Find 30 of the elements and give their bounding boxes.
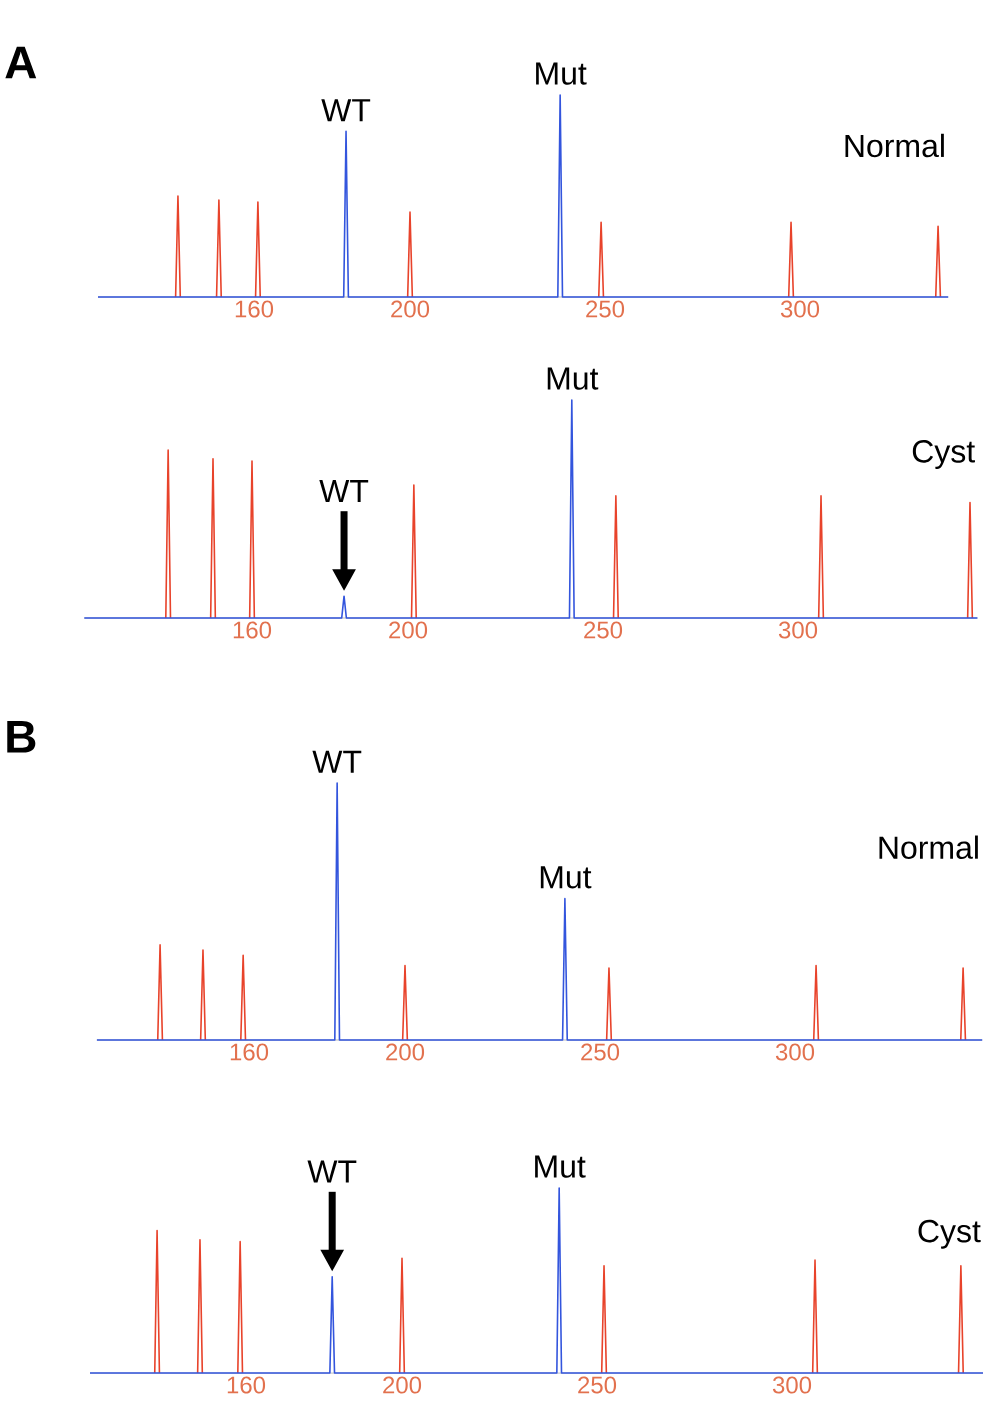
x-tick-label: 250 [584,621,623,639]
x-tick-label: 300 [775,1043,815,1061]
annotation: Cyst [912,440,975,469]
x-tick-label: 250 [586,300,625,318]
x-tick-label: 300 [778,621,818,639]
annotation: Mut [535,1155,586,1178]
annotation: Normal [845,133,944,158]
x-tick-label: 200 [391,300,430,318]
x-tick-label: 200 [389,621,428,639]
x-tick-label: 160 [227,1376,266,1394]
annotation: Normal [879,835,978,860]
annotation: Cyst [918,1219,981,1249]
x-tick-label: 160 [230,1043,269,1061]
chart-title: B [7,720,36,753]
annotation: Mut [547,367,599,390]
chart-title: A [5,46,37,79]
x-tick-label: 250 [581,1043,620,1061]
x-tick-label: 160 [233,621,272,639]
x-tick-label: 200 [383,1376,422,1394]
annotation: Mut [540,866,592,889]
annotation: WT [307,1160,357,1183]
x-tick-label: 300 [772,1376,812,1394]
x-tick-label: 300 [780,300,820,318]
annotation: Mut [536,62,587,85]
annotation: WT [312,750,362,773]
annotation: WT [321,99,371,122]
x-tick-label: 160 [235,300,274,318]
x-tick-label: 250 [578,1376,617,1394]
x-tick-label: 200 [386,1043,425,1061]
annotation: WT [319,480,369,503]
